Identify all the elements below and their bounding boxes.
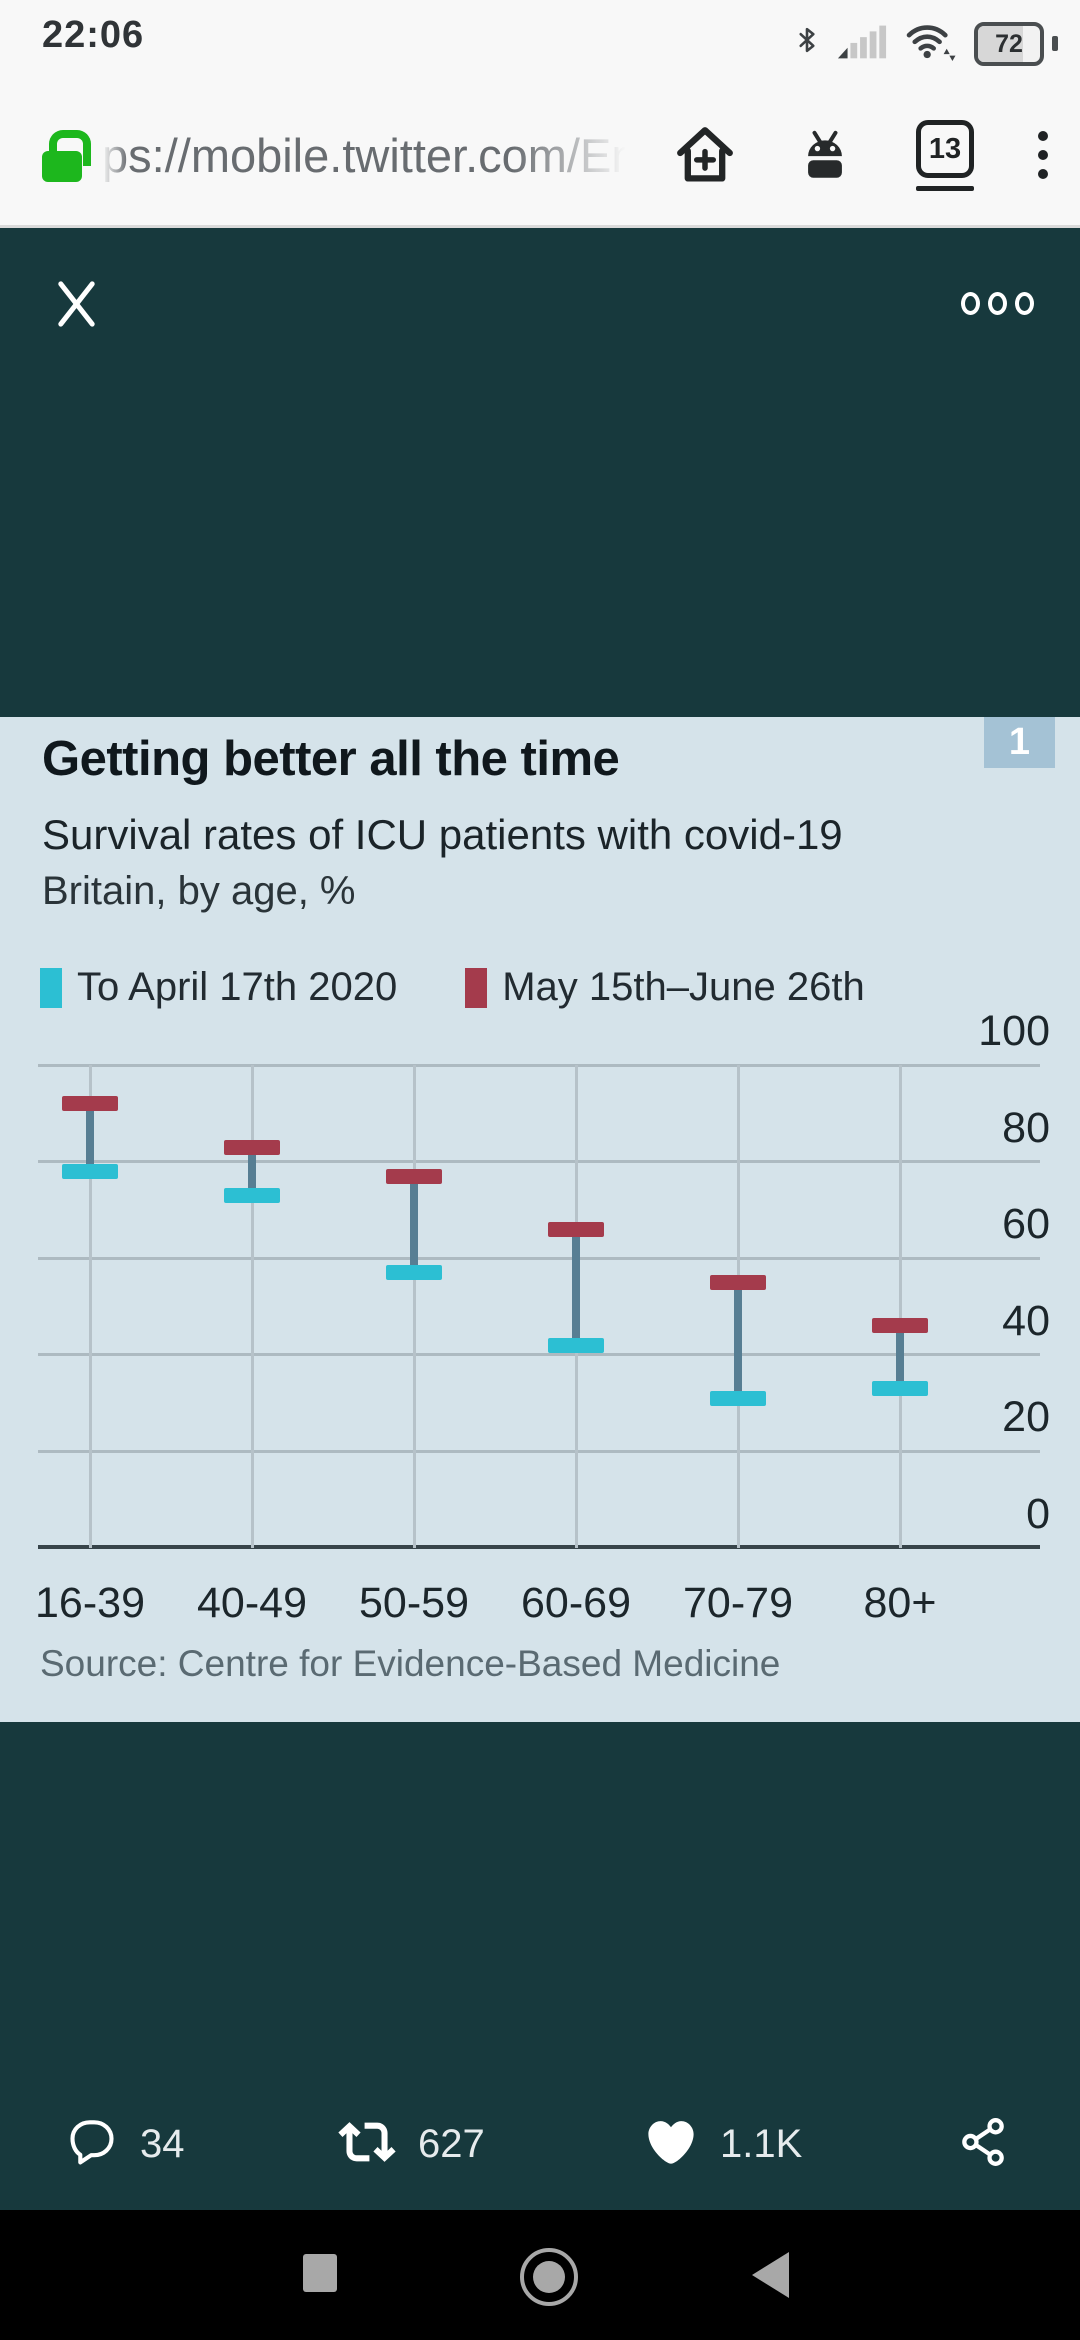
battery-tip bbox=[1052, 36, 1058, 51]
browser-menu-icon[interactable] bbox=[1034, 127, 1052, 183]
range-connector bbox=[248, 1147, 256, 1196]
tab-count: 13 bbox=[916, 120, 974, 178]
reply-count: 34 bbox=[140, 2121, 185, 2166]
marker-mayjune bbox=[386, 1168, 442, 1184]
reply-button[interactable]: 34 bbox=[66, 2112, 185, 2176]
range-connector bbox=[410, 1176, 418, 1273]
status-time: 22:06 bbox=[42, 14, 145, 56]
plot-area bbox=[38, 1063, 1040, 1549]
chart-image[interactable]: 1 Getting better all the time Survival r… bbox=[0, 717, 1080, 1722]
marker-april bbox=[224, 1187, 280, 1203]
legend-label: May 15th–June 26th bbox=[502, 965, 865, 1009]
gridline-vertical bbox=[250, 1065, 254, 1548]
range-connector bbox=[896, 1325, 904, 1389]
share-button[interactable] bbox=[956, 2112, 1010, 2176]
x-tick-label: 80+ bbox=[863, 1579, 937, 1627]
reply-icon bbox=[66, 2116, 118, 2173]
bluetooth-icon bbox=[794, 19, 820, 66]
gridline bbox=[38, 1063, 1040, 1067]
battery-icon: 72 bbox=[974, 22, 1044, 66]
legend-swatch-april bbox=[40, 967, 62, 1008]
like-button[interactable]: 1.1K bbox=[644, 2112, 802, 2176]
x-axis-line bbox=[38, 1545, 1040, 1549]
y-tick-label: 80 bbox=[1002, 1103, 1050, 1152]
gridline-vertical bbox=[898, 1065, 902, 1548]
more-options-icon[interactable] bbox=[961, 292, 1034, 315]
chart-source: Source: Centre for Evidence-Based Medici… bbox=[40, 1643, 781, 1684]
like-count: 1.1K bbox=[720, 2121, 803, 2166]
x-tick-label: 70-79 bbox=[683, 1579, 793, 1627]
lock-icon[interactable] bbox=[42, 128, 91, 182]
battery-fill bbox=[978, 26, 1023, 62]
wifi-icon bbox=[904, 17, 958, 66]
range-connector bbox=[734, 1282, 742, 1399]
chart-number-badge: 1 bbox=[984, 717, 1055, 768]
status-icons: 72 bbox=[794, 22, 1044, 66]
legend-label: To April 17th 2020 bbox=[77, 965, 398, 1009]
marker-april bbox=[548, 1337, 604, 1353]
url-input[interactable]: ps://mobile.twitter.com/En bbox=[102, 128, 638, 182]
range-connector bbox=[572, 1229, 580, 1346]
legend-item: May 15th–June 26th bbox=[465, 965, 865, 1010]
gridline bbox=[38, 1449, 1040, 1453]
chart-legend: To April 17th 2020 May 15th–June 26th bbox=[40, 965, 865, 1010]
x-tick-label: 40-49 bbox=[197, 1579, 307, 1627]
y-tick-label: 60 bbox=[1002, 1200, 1050, 1249]
retweet-count: 627 bbox=[418, 2121, 485, 2166]
close-icon[interactable] bbox=[48, 276, 104, 332]
url-bar: ps://mobile.twitter.com/En 13 bbox=[0, 88, 1080, 222]
marker-mayjune bbox=[548, 1221, 604, 1237]
chart-subtitle: Survival rates of ICU patients with covi… bbox=[42, 811, 843, 858]
home-button[interactable] bbox=[520, 2248, 578, 2306]
share-icon bbox=[956, 2115, 1010, 2174]
marker-april bbox=[872, 1381, 928, 1397]
tabs-icon[interactable]: 13 bbox=[916, 120, 974, 191]
signal-icon bbox=[836, 21, 888, 66]
marker-april bbox=[710, 1390, 766, 1406]
chart-title: Getting better all the time bbox=[42, 732, 620, 786]
gridline bbox=[38, 1353, 1040, 1357]
y-tick-label: 0 bbox=[1026, 1490, 1050, 1538]
add-to-home-icon[interactable] bbox=[670, 122, 740, 188]
x-tick-label: 60-69 bbox=[521, 1579, 631, 1627]
marker-mayjune bbox=[872, 1318, 928, 1334]
marker-mayjune bbox=[62, 1096, 118, 1112]
gridline-vertical bbox=[88, 1065, 92, 1548]
chart-unit-note: Britain, by age, % bbox=[42, 869, 356, 913]
gridline bbox=[38, 1256, 1040, 1260]
legend-item: To April 17th 2020 bbox=[40, 965, 397, 1010]
y-tick-label: 20 bbox=[1002, 1393, 1050, 1442]
back-button[interactable] bbox=[752, 2252, 789, 2298]
retweet-button[interactable]: 627 bbox=[338, 2112, 485, 2176]
android-icon[interactable] bbox=[796, 127, 854, 183]
battery-percent: 72 bbox=[995, 29, 1023, 58]
heart-icon bbox=[644, 2115, 698, 2174]
y-tick-label: 100 bbox=[978, 1007, 1050, 1055]
browser-top-bar: 22:06 72 bbox=[0, 0, 1080, 228]
range-connector bbox=[86, 1103, 94, 1172]
marker-mayjune bbox=[710, 1274, 766, 1290]
marker-mayjune bbox=[224, 1139, 280, 1155]
y-tick-label: 40 bbox=[1002, 1296, 1050, 1345]
marker-april bbox=[386, 1265, 442, 1281]
x-tick-label: 50-59 bbox=[359, 1579, 469, 1627]
retweet-icon bbox=[338, 2113, 396, 2176]
x-tick-label: 16-39 bbox=[35, 1579, 145, 1627]
gridline-vertical bbox=[412, 1065, 416, 1548]
gridline bbox=[38, 1160, 1040, 1164]
recents-button[interactable] bbox=[303, 2254, 337, 2292]
legend-swatch-mayjune bbox=[465, 967, 488, 1008]
marker-april bbox=[62, 1163, 118, 1179]
